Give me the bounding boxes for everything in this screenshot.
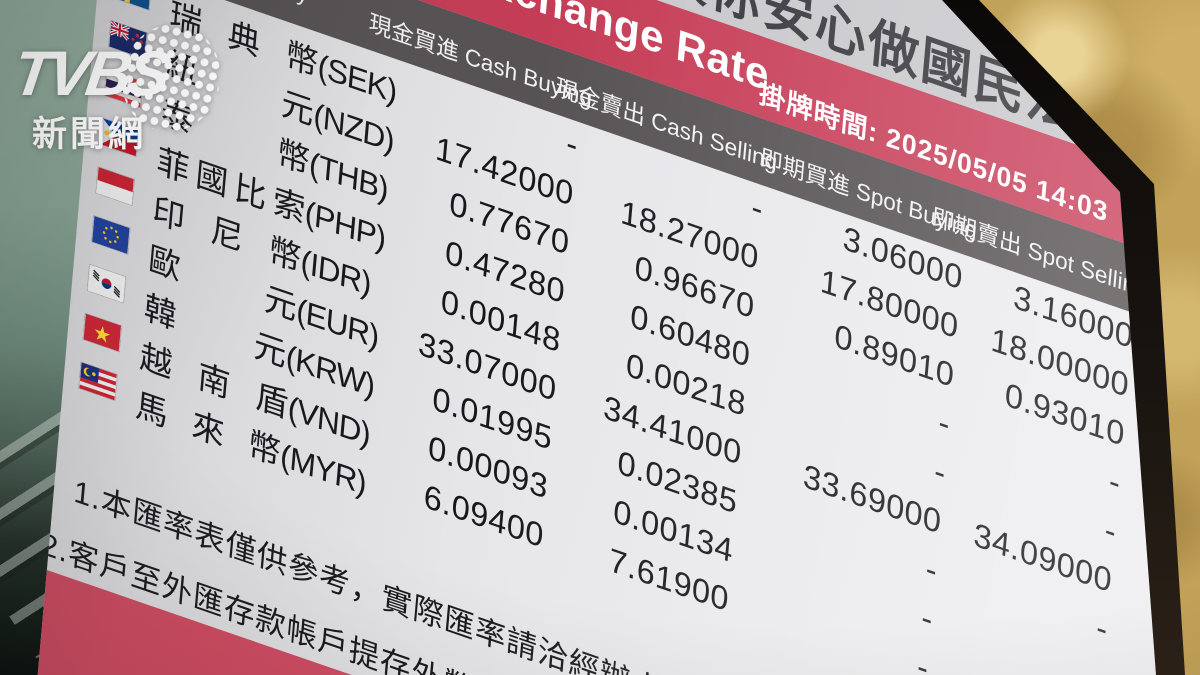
flag-eu-icon (92, 216, 130, 254)
flag-malaysia-icon (79, 362, 117, 400)
table-row-myr: 馬來幣(MYR) 6.09400 7.61900 - - (0, 304, 1200, 675)
table-row-php: 菲國比索 (PHP) 0.47280 0.60480 - - (0, 60, 1200, 579)
table-row-krw: 韓元 (KRW) 0.01995 0.02385 - - (0, 207, 1200, 675)
flag-vietnam-icon (83, 313, 121, 351)
table-row-eur: 歐元 (EUR) 33.07000 34.41000 33.69000 34.09… (0, 158, 1200, 675)
table-row-idr: 印尼幣 (IDR) 0.00148 0.00218 - - (0, 109, 1200, 628)
table-row-vnd: 越南盾(VND) 0.00093 0.00134 - - (0, 255, 1200, 675)
flag-philippines-icon (100, 118, 138, 156)
flag-indonesia-icon (96, 167, 134, 205)
table-row-sek: 瑞典幣 (SEK) - - 3.06000 3.16000 (0, 0, 1200, 432)
tvbs-news-suffix-text: 新聞網 (32, 115, 147, 154)
flag-sweden-icon (113, 0, 151, 10)
flag-south-korea-icon (87, 265, 125, 303)
tvbs-brand-text: TVBS (9, 39, 171, 109)
tvbs-watermark-logo: TVBS 新聞網 (6, 13, 256, 154)
